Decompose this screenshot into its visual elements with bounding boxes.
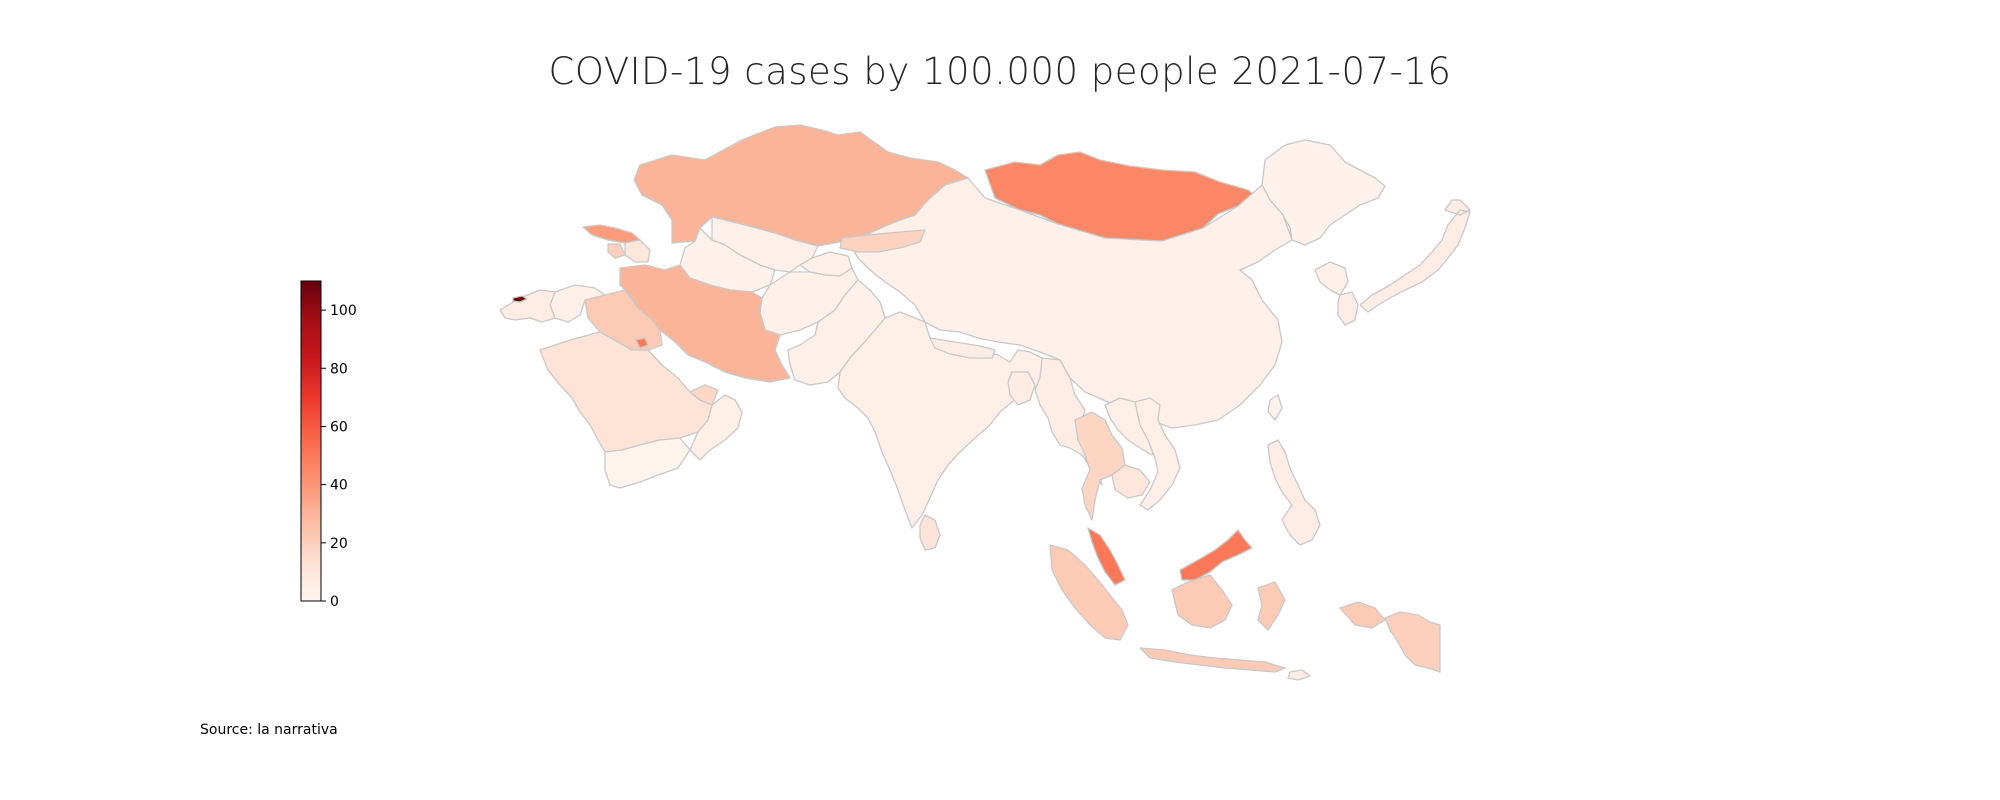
colorbar-tick-label: 60 (330, 419, 348, 435)
colorbar-tick-label: 100 (330, 303, 357, 319)
colorbar-tick-label: 20 (330, 536, 348, 552)
country-timor-leste (1287, 669, 1311, 681)
country-philippines (1267, 439, 1321, 546)
country-armenia (607, 243, 626, 259)
country-thailand (1074, 411, 1126, 521)
source-note: Source: la narrativa (200, 722, 338, 738)
country-sri-lanka (919, 514, 941, 551)
country-oman (689, 394, 743, 461)
country-turkey (499, 289, 556, 323)
country-cyprus (512, 295, 528, 303)
colorbar: 0 20 40 60 80 100 (300, 280, 357, 610)
country-malaysia (1087, 527, 1253, 586)
colorbar-tick-label: 80 (330, 361, 348, 377)
country-nepal (929, 337, 996, 359)
map-title: COVID-19 cases by 100.000 people 2021-07… (548, 50, 1452, 93)
colorbar-tick-label: 0 (330, 594, 339, 610)
colorbar-tick-label: 40 (330, 478, 348, 494)
country-kyrgyzstan (839, 229, 926, 253)
country-kuwait (635, 337, 649, 349)
country-taiwan (1267, 394, 1283, 421)
colorbar-ticks: 0 20 40 60 80 100 (321, 303, 357, 610)
colorbar-gradient (300, 280, 322, 602)
country-bangladesh (1007, 371, 1036, 406)
country-azerbaijan (624, 239, 651, 263)
country-papua-new-guinea (1384, 611, 1441, 673)
country-cambodia (1111, 464, 1151, 499)
country-shapes (499, 124, 1471, 681)
country-united-arab-emirates (689, 384, 719, 406)
country-vietnam (1134, 397, 1181, 511)
country-north-korea (1314, 261, 1349, 296)
country-yemen (604, 437, 691, 489)
country-georgia (582, 224, 641, 244)
country-south-korea (1337, 291, 1359, 326)
country-japan (1359, 199, 1471, 313)
country-indonesia (1049, 544, 1386, 673)
